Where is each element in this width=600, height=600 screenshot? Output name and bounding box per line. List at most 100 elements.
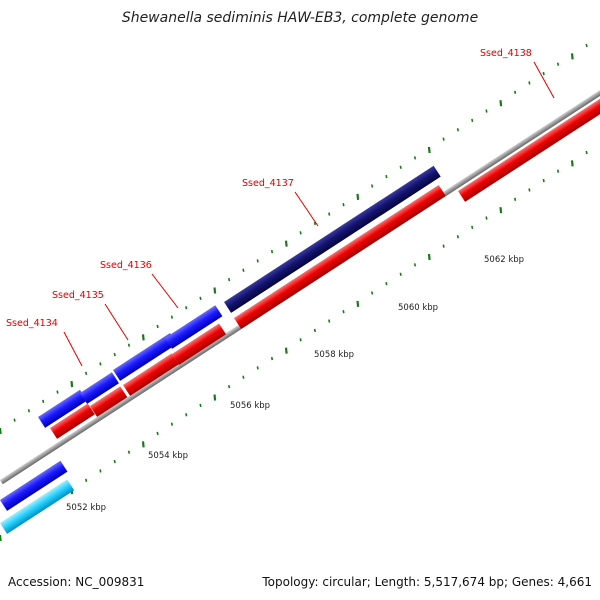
- reverse-gene: [80, 372, 119, 404]
- forward-gene-body: [90, 386, 128, 417]
- backbone-line: [0, 65, 600, 485]
- tick-mark: [141, 441, 145, 448]
- scale-label: 5054 kbp: [148, 451, 188, 461]
- gene-leader-line: [63, 331, 83, 367]
- tick-mark: [0, 427, 2, 435]
- tick-mark: [85, 478, 88, 482]
- tick-mark: [499, 100, 503, 107]
- tick-mark: [585, 43, 588, 48]
- tick-mark: [313, 328, 316, 333]
- tick-mark: [256, 259, 259, 263]
- tick-mark: [27, 409, 30, 413]
- tick-mark: [371, 291, 374, 295]
- tick-mark: [585, 150, 588, 155]
- tick-mark: [99, 362, 102, 366]
- tick-mark: [385, 281, 388, 286]
- tick-mark: [127, 343, 131, 347]
- scale-label: 5058 kbp: [314, 350, 354, 360]
- tick-mark: [228, 277, 231, 282]
- tick-mark: [471, 118, 474, 123]
- gene-label: Ssed_4137: [242, 178, 294, 189]
- scale-labels: 5052 kbp 5054 kbp 5056 kbp 5058 kbp 5060 kbp…: [66, 255, 524, 513]
- tick-mark: [485, 109, 488, 113]
- tick-mark: [427, 146, 431, 154]
- scale-label: 5052 kbp: [66, 503, 106, 513]
- reverse-gene: [224, 165, 441, 313]
- reverse-gene: [165, 305, 223, 349]
- tick-mark: [270, 356, 274, 361]
- reverse-gene-body: [80, 372, 119, 404]
- tick-mark: [514, 90, 517, 94]
- tick-mark: [399, 272, 402, 276]
- tick-mark: [228, 384, 231, 389]
- forward-gene: [90, 386, 128, 417]
- scale-label: 5060 kbp: [398, 303, 438, 313]
- tick-mark: [556, 169, 560, 173]
- tick-mark: [185, 413, 188, 417]
- tick-mark: [556, 62, 560, 66]
- scale-label: 5062 kbp: [484, 255, 524, 265]
- reverse-gene-body: [38, 389, 88, 428]
- backbone-band: [0, 65, 600, 485]
- gene-label: Ssed_4138: [480, 48, 532, 59]
- tick-mark: [413, 156, 417, 160]
- gene-leader-line: [104, 303, 129, 341]
- forward-gene: [458, 92, 600, 202]
- tick-mark: [70, 381, 74, 388]
- tick-mark: [0, 534, 2, 542]
- gene-leader-line: [294, 191, 319, 227]
- tick-mark: [542, 71, 545, 76]
- tick-mark: [399, 165, 402, 169]
- tick-mark: [256, 366, 259, 370]
- tick-mark: [242, 375, 245, 379]
- reverse-gene: [0, 479, 75, 534]
- tick-mark: [270, 249, 274, 254]
- tick-mark: [42, 399, 45, 404]
- tick-mark: [328, 319, 331, 323]
- tick-mark: [313, 221, 316, 226]
- tick-mark: [85, 371, 88, 375]
- tick-mark: [127, 450, 131, 454]
- tick-mark: [170, 315, 173, 319]
- reverse-gene-body: [165, 305, 223, 349]
- tick-mark: [199, 403, 202, 408]
- scale-label: 5056 kbp: [230, 401, 270, 411]
- forward-gene: [172, 323, 227, 365]
- tick-mark: [199, 296, 202, 301]
- tick-mark: [471, 225, 474, 230]
- tick-mark: [442, 244, 445, 248]
- tick-mark: [213, 394, 217, 401]
- tick-mark: [113, 352, 116, 357]
- tick-mark: [156, 431, 159, 436]
- tick-mark: [570, 53, 574, 60]
- reverse-gene-body: [113, 332, 178, 381]
- reverse-gene-body: [224, 165, 441, 313]
- forward-gene: [50, 403, 95, 439]
- reverse-gene-body: [0, 460, 68, 511]
- tick-mark: [170, 422, 173, 426]
- gene-label: Ssed_4135: [52, 290, 104, 301]
- tick-mark: [342, 203, 345, 207]
- tick-mark: [342, 310, 345, 314]
- reverse-gene: [38, 389, 88, 428]
- tick-mark: [570, 160, 574, 167]
- gene-labels: Ssed_4134 Ssed_4135 Ssed_4136 Ssed_4137 Ssed…: [6, 48, 555, 367]
- tick-mark: [499, 207, 503, 214]
- genome-summary-text: Topology: circular; Length: 5,517,674 bp…: [262, 575, 592, 589]
- tick-mark: [356, 193, 360, 200]
- forward-gene-body: [172, 323, 227, 365]
- genome-backbone: [0, 65, 600, 485]
- tick-mark: [456, 128, 459, 132]
- gene-label: Ssed_4136: [100, 260, 152, 271]
- tick-mark: [413, 263, 417, 267]
- tick-mark: [213, 287, 217, 294]
- tick-mark: [99, 469, 102, 473]
- tick-mark: [485, 216, 488, 220]
- forward-gene-body: [50, 403, 95, 439]
- forward-gene-body: [123, 353, 179, 396]
- tick-mark: [284, 347, 288, 354]
- tick-mark: [328, 212, 331, 216]
- tick-mark: [156, 324, 159, 329]
- tick-mark: [427, 253, 431, 261]
